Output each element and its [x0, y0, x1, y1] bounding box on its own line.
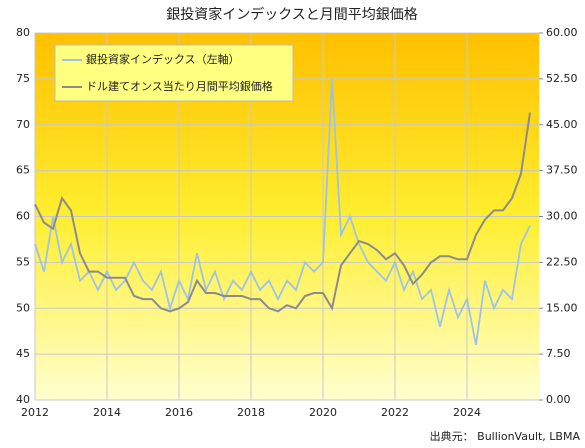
y2-tick-label: 60.00: [546, 26, 578, 39]
source: 出典元： BullionVault, LBMA: [430, 429, 581, 443]
y-tick-label: 60: [16, 210, 30, 223]
y-tick-label: 50: [16, 301, 30, 314]
chart-title: 銀投資家インデックスと月間平均銀価格: [166, 6, 418, 23]
y2-tick-label: 15.00: [546, 301, 578, 314]
legend: [54, 44, 294, 102]
y2-tick-label: 22.50: [546, 255, 578, 268]
y2-tick-label: 52.50: [546, 72, 578, 85]
x-tick-label: 2018: [237, 406, 265, 419]
y-tick-label: 65: [16, 164, 30, 177]
y-tick-label: 40: [16, 393, 30, 406]
y-tick-label: 70: [16, 118, 30, 131]
x-tick-label: 2024: [453, 406, 481, 419]
x-tick-label: 2016: [165, 406, 193, 419]
legend-label: ドル建てオンス当たり月間平均銀価格: [86, 79, 273, 93]
y2-tick-label: 45.00: [546, 118, 578, 131]
y2-tick-label: 37.50: [546, 164, 578, 177]
x-tick-label: 2020: [309, 406, 337, 419]
x-tick-label: 2014: [93, 406, 121, 419]
y-tick-label: 75: [16, 72, 30, 85]
x-tick-label: 2022: [381, 406, 409, 419]
x-tick-label: 2012: [21, 406, 49, 419]
y2-tick-label: 30.00: [546, 210, 578, 223]
y2-tick-label: 7.50: [546, 347, 571, 360]
y-tick-label: 55: [16, 255, 30, 268]
y-tick-label: 80: [16, 26, 30, 39]
legend-label: 銀投資家インデックス（左軸）: [86, 52, 240, 66]
y2-tick-label: 0.00: [546, 393, 571, 406]
series-line: [34, 112, 531, 313]
y-tick-label: 45: [16, 347, 30, 360]
series-line: [34, 78, 531, 346]
